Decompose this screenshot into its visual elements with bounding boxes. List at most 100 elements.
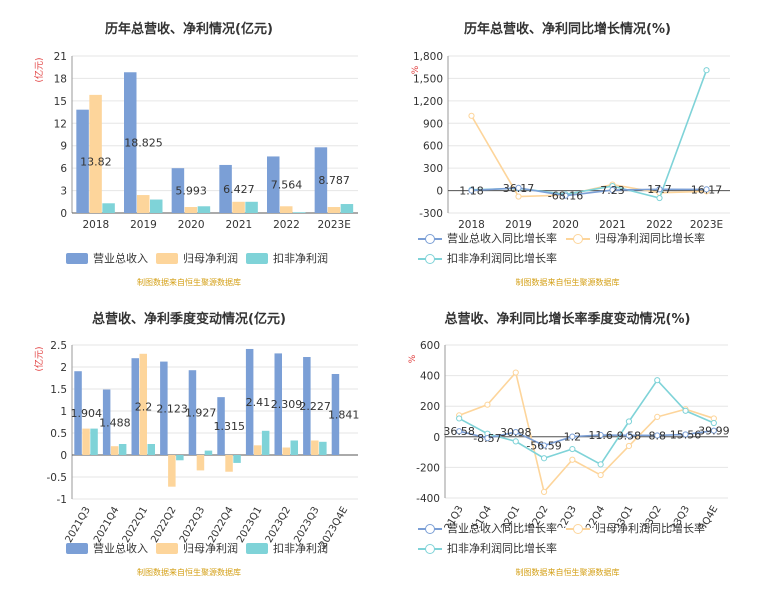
- bar: [82, 428, 90, 455]
- y-tick-label: 0: [60, 450, 67, 462]
- y-tick-label: -300: [419, 208, 443, 220]
- chart-panel-quarterly-revenue: 总营收、净利季度变动情况(亿元) -1 -0.5 0 0.5 1 1.5 2 2.5 (亿元) 2…: [0, 296, 378, 592]
- legend: 营业总收入 归母净利润 扣非净利润: [0, 540, 378, 560]
- data-point: [569, 433, 576, 440]
- data-point: [515, 193, 522, 200]
- legend-item-net-profit[interactable]: 归母净利润: [156, 540, 238, 556]
- data-label: 18.825: [124, 137, 163, 150]
- data-label: 1.488: [99, 416, 131, 429]
- source-note: 制图数据来自恒生聚源数据库: [137, 278, 241, 287]
- y-tick-label: 9: [60, 141, 67, 153]
- bar: [303, 357, 311, 455]
- data-point: [512, 369, 519, 376]
- y-tick-label: 1,500: [413, 73, 443, 85]
- data-point: [456, 415, 463, 422]
- bar: [150, 199, 163, 213]
- x-tick-label: 2020: [552, 219, 579, 231]
- bar: [225, 455, 233, 472]
- legend-item-revenue-growth[interactable]: 营业总收入同比增长率: [418, 520, 557, 536]
- legend-item-deducted-profit[interactable]: 扣非净利润: [246, 250, 328, 266]
- data-point: [484, 435, 491, 442]
- data-label: 1.315: [214, 420, 246, 433]
- legend-item-revenue[interactable]: 营业总收入: [66, 250, 148, 266]
- x-tick-label: 2022Q1: [121, 505, 150, 545]
- data-point: [540, 488, 548, 495]
- data-label: 15.56: [670, 428, 702, 441]
- data-point: [703, 67, 710, 74]
- legend-item-revenue-growth[interactable]: 营业总收入同比增长率: [418, 230, 557, 246]
- data-point: [512, 438, 519, 445]
- legend-item-revenue[interactable]: 营业总收入: [66, 540, 148, 556]
- bar: [118, 444, 127, 455]
- legend-item-deducted-growth[interactable]: 扣非净利润同比增长率: [418, 540, 557, 556]
- x-tick-label: 2023Q1: [235, 505, 264, 545]
- chart-panel-annual-revenue: 历年总营收、净利情况(亿元) 0 3 6 9 12 15 18 21 (亿元) 2018 2019 2…: [0, 0, 378, 296]
- chart-svg: 0 3 6 9 12 15 18 21 (亿元) 2018 2019 2020 2021 2022 2023…: [33, 51, 358, 231]
- legend-item-net-growth[interactable]: 归母净利润同比增长率: [566, 520, 705, 536]
- bar: [331, 373, 340, 455]
- data-point: [654, 413, 661, 421]
- legend: 营业总收入同比增长率 归母净利润同比增长率 扣非净利润同比增长率: [378, 520, 757, 560]
- data-label: 8.787: [318, 174, 350, 187]
- bar: [188, 370, 197, 455]
- y-tick-label: 12: [54, 118, 67, 130]
- chart-title: 历年总营收、净利情况(亿元): [105, 22, 273, 37]
- bar: [137, 195, 150, 213]
- bar: [124, 72, 137, 213]
- y-tick-label: 400: [420, 371, 440, 383]
- x-tick-label: 2021Q4: [92, 505, 121, 545]
- legend-item-deducted-growth[interactable]: 扣非净利润同比增长率: [418, 250, 557, 266]
- bar: [233, 455, 241, 463]
- bar: [131, 358, 139, 455]
- data-point: [656, 194, 663, 202]
- data-point: [656, 186, 663, 193]
- bar: [267, 156, 280, 213]
- data-label: 7.23: [600, 184, 625, 197]
- x-tick-label: 2020: [178, 219, 205, 231]
- data-point: [597, 431, 604, 439]
- bar: [245, 201, 258, 213]
- y-tick-label: 2: [60, 362, 67, 374]
- data-label: 2.309: [271, 398, 303, 411]
- bar: [89, 94, 102, 213]
- source-note: 制图数据来自恒生聚源数据库: [515, 278, 620, 287]
- data-label: 16.17: [691, 183, 723, 196]
- bar: [171, 168, 185, 213]
- data-point: [562, 192, 569, 199]
- source-note: 制图数据来自恒生聚源数据库: [137, 568, 241, 577]
- y-tick-label: 15: [54, 96, 67, 108]
- y-axis-unit: (亿元): [33, 57, 45, 82]
- series-line: [458, 429, 714, 447]
- chart-title: 总营收、净利同比增长率季度变动情况(%): [444, 312, 691, 327]
- bar: [319, 441, 327, 455]
- data-label: 1.2: [564, 431, 582, 444]
- series-line: [471, 187, 707, 197]
- y-tick-label: 0.5: [50, 428, 67, 440]
- data-label: 36.58: [443, 425, 475, 438]
- bar: [76, 109, 89, 213]
- data-label: 2.41: [246, 396, 271, 409]
- bar: [293, 212, 306, 213]
- legend-item-net-profit[interactable]: 归母净利润: [156, 250, 238, 266]
- y-tick-label: 300: [423, 163, 443, 175]
- data-label: 39.99: [698, 425, 730, 438]
- chart-svg: -400-2000200400600%2021Q32021Q42022Q1202…: [408, 340, 730, 528]
- data-label: 1.841: [328, 408, 360, 421]
- chart-title: 历年总营收、净利同比增长情况(%): [464, 22, 671, 37]
- series-line: [471, 69, 708, 200]
- y-tick-label: 0: [433, 432, 440, 444]
- data-point: [468, 112, 475, 119]
- legend-item-deducted-profit[interactable]: 扣非净利润: [246, 540, 328, 556]
- bar: [217, 397, 225, 455]
- bar: [74, 371, 82, 455]
- bar: [327, 207, 341, 213]
- data-point: [625, 442, 633, 450]
- data-label: 13.82: [80, 155, 112, 168]
- legend-item-net-growth[interactable]: 归母净利润同比增长率: [566, 230, 705, 246]
- y-tick-label: 200: [420, 401, 440, 413]
- chart-svg: -1 -0.5 0 0.5 1 1.5 2 2.5 (亿元) 2021Q3 2021Q4 2022Q1…: [33, 340, 360, 550]
- data-point: [682, 431, 689, 438]
- y-axis-unit: %: [408, 354, 418, 363]
- bar: [340, 204, 354, 213]
- data-label: 6.427: [223, 183, 255, 196]
